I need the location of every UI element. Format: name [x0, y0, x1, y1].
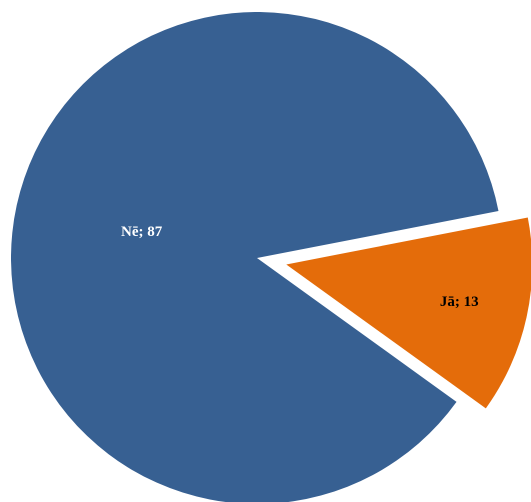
pie-slice-j- [286, 217, 531, 409]
pie-label-j-: Jā; 13 [440, 294, 479, 310]
pie-label-n-: Nē; 87 [121, 224, 163, 240]
pie-labels: Nē; 87 Jā; 13 [121, 224, 479, 310]
pie-slice-n- [11, 12, 499, 502]
pie-slices [11, 12, 531, 502]
